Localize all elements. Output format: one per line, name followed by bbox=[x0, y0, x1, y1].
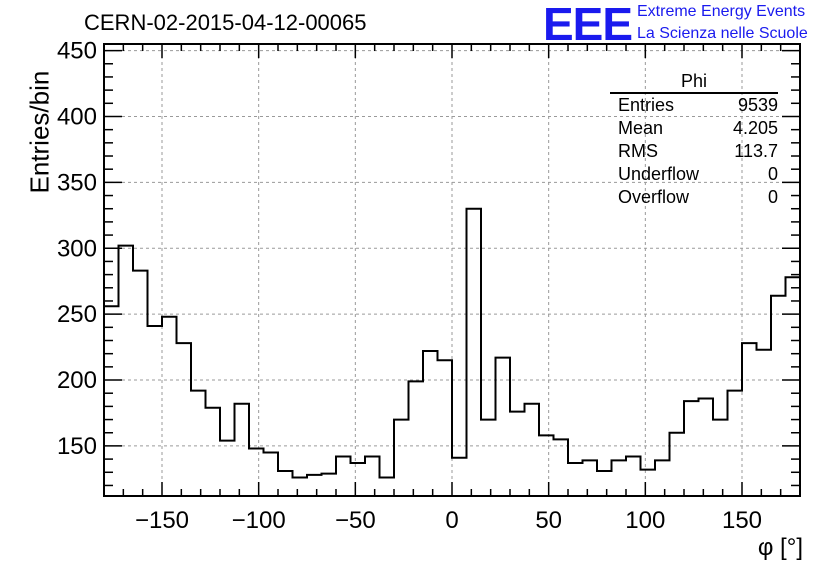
stats-value: 4.205 bbox=[732, 118, 778, 138]
y-tick-label: 300 bbox=[57, 235, 97, 262]
plot-frame bbox=[103, 43, 801, 497]
stats-label: Overflow bbox=[618, 187, 690, 207]
logo-line-1: Extreme Energy Events bbox=[637, 3, 806, 20]
axis-ticks bbox=[103, 44, 801, 496]
x-tick-label: 50 bbox=[535, 507, 562, 534]
stats-label: RMS bbox=[618, 141, 658, 161]
stats-label: Entries bbox=[618, 95, 675, 115]
stats-row-mean: Mean 4.205 bbox=[610, 117, 778, 140]
y-tick-label: 250 bbox=[57, 301, 97, 328]
y-tick-label: 400 bbox=[57, 103, 97, 130]
stats-row-rms: RMS 113.7 bbox=[610, 140, 778, 163]
x-axis-label: φ [°] bbox=[757, 534, 803, 561]
stats-row-entries: Entries 9539 bbox=[610, 94, 778, 117]
stats-label: Underflow bbox=[618, 164, 700, 184]
stats-value: 113.7 bbox=[734, 141, 778, 161]
stats-row-overflow: Overflow 0 bbox=[610, 186, 778, 209]
stats-value: 0 bbox=[767, 187, 778, 207]
stats-label: Mean bbox=[618, 118, 664, 138]
x-tick-label: 150 bbox=[722, 507, 762, 534]
x-tick-label: −50 bbox=[335, 507, 376, 534]
eee-logo: EEE bbox=[543, 0, 633, 50]
y-tick-label: 150 bbox=[57, 433, 97, 460]
logo-line-2: La Scienza nelle Scuole bbox=[637, 25, 808, 42]
stats-value: 9539 bbox=[737, 95, 778, 115]
x-tick-label: −150 bbox=[135, 507, 189, 534]
stats-row-underflow: Underflow 0 bbox=[610, 163, 778, 186]
tick-labels: −150 −100 −50 0 50 100 150 150 200 250 300 350 400 45… bbox=[57, 38, 762, 534]
x-tick-label: −100 bbox=[232, 507, 286, 534]
run-title: CERN-02-2015-04-12-00065 bbox=[84, 10, 367, 35]
stats-box: Phi Entries 9539 Mean 4.205 RMS 113.7 Un… bbox=[610, 70, 778, 209]
stats-title: Phi bbox=[610, 70, 778, 94]
y-tick-label: 450 bbox=[57, 38, 97, 65]
x-tick-label: 100 bbox=[625, 507, 665, 534]
y-tick-label: 350 bbox=[57, 169, 97, 196]
histogram-series bbox=[103, 207, 801, 496]
stats-value: 0 bbox=[767, 164, 778, 184]
y-tick-label: 200 bbox=[57, 367, 97, 394]
x-tick-label: 0 bbox=[445, 507, 458, 534]
y-axis-label: Entries/bin bbox=[24, 70, 55, 194]
